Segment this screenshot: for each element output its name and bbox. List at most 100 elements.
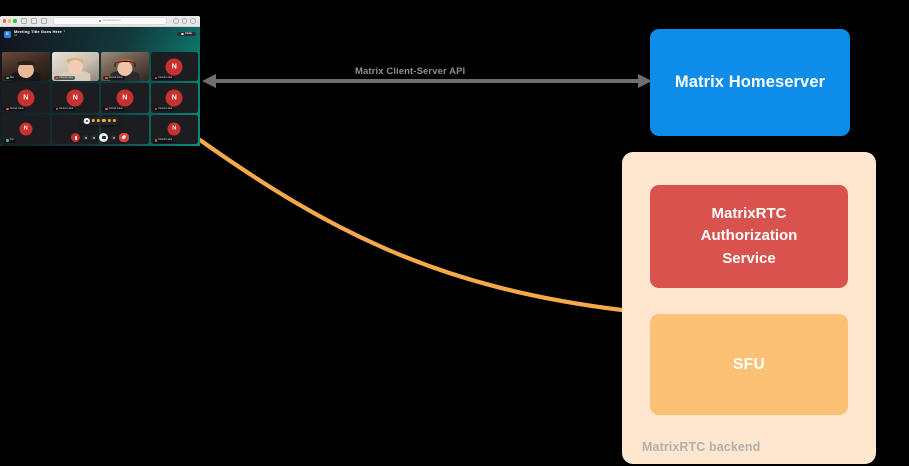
participant-tile[interactable]: Connor Lotus: [51, 52, 99, 82]
url-text: call.element.io: [102, 18, 121, 22]
avatar: [68, 59, 83, 74]
participant-name: You: [9, 139, 14, 142]
participant-tile[interactable]: N Connor Lotus: [51, 83, 99, 113]
participant-name: Connor Lotus: [158, 108, 173, 111]
avatar: [17, 60, 35, 65]
more-options-button[interactable]: [83, 135, 88, 140]
participant-grid: Dan Connor Lotus: [2, 52, 198, 144]
participant-tile[interactable]: N Connor Lotus: [101, 83, 149, 113]
auth-line-3: Service: [722, 249, 776, 267]
headset-icon: [114, 61, 136, 68]
microphone-muted-icon: [105, 76, 108, 80]
invite-label: Invite: [185, 31, 192, 35]
add-person-icon: [181, 32, 184, 36]
camera-button[interactable]: [99, 133, 108, 142]
avatar: N: [167, 122, 181, 136]
node-matrixrtc-authorization-service[interactable]: MatrixRTC Authorization Service: [650, 185, 848, 288]
more-options-button[interactable]: [111, 135, 116, 140]
back-arrow-icon[interactable]: [30, 18, 37, 24]
reaction-bar[interactable]: [80, 116, 120, 125]
screen-share-icon: [92, 136, 95, 139]
participant-name: Connor Lotus: [108, 76, 123, 79]
emoji-reaction-icon[interactable]: [91, 119, 95, 123]
zoom-window-icon[interactable]: [13, 19, 17, 23]
avatar: [60, 71, 90, 82]
auth-line-2: Authorization: [700, 227, 798, 245]
participant-name: Connor Lotus: [9, 108, 24, 111]
participant-nameplate: Connor Lotus: [152, 138, 175, 143]
participant-tile[interactable]: N Connor Lotus: [150, 52, 198, 82]
node-sfu[interactable]: SFU: [650, 314, 848, 415]
browser-chrome: call.element.io: [0, 16, 200, 27]
avatar: N: [165, 58, 183, 76]
emoji-reaction-icon[interactable]: [102, 119, 106, 123]
chevron-down-icon[interactable]: ▾: [63, 29, 66, 34]
participant-name: Dan: [9, 76, 14, 79]
microphone-muted-icon: [105, 107, 108, 111]
microphone-muted-icon: [55, 107, 59, 111]
arrowhead-left-icon: [202, 74, 216, 88]
share-icon[interactable]: [173, 18, 179, 24]
microphone-muted-icon: [154, 107, 158, 111]
participant-nameplate: Connor Lotus: [4, 107, 26, 112]
avatar: N: [19, 122, 33, 136]
participant-tile[interactable]: N Connor Lotus: [2, 83, 50, 113]
app-logo-icon: E: [4, 30, 11, 38]
invite-button[interactable]: Invite: [177, 31, 196, 37]
microphone-icon: [6, 139, 9, 142]
tabs-overview-icon[interactable]: [190, 18, 196, 24]
emoji-reaction-icon[interactable]: [96, 119, 101, 123]
meeting-info: Meeting Title Goes Here ▾ 12: [14, 28, 66, 38]
minimize-window-icon[interactable]: [8, 19, 12, 23]
participant-count: 12: [14, 34, 17, 38]
participant-nameplate: Connor Lotus: [103, 75, 125, 80]
address-bar[interactable]: call.element.io: [52, 17, 168, 25]
emoji-reaction-icon[interactable]: [113, 119, 117, 123]
participant-name: Connor Lotus: [158, 139, 173, 142]
microphone-button[interactable]: [71, 133, 80, 142]
node-label: Matrix Homeserver: [674, 73, 826, 91]
emoji-reaction-icon[interactable]: [107, 119, 111, 123]
participant-nameplate: Connor Lotus: [53, 107, 76, 112]
traffic-lights[interactable]: [3, 19, 17, 23]
close-window-icon[interactable]: [3, 19, 7, 23]
sidebar-toggle-icon[interactable]: [20, 18, 27, 24]
avatar: N: [116, 89, 134, 107]
participant-name: Connor Lotus: [158, 76, 173, 79]
ellipsis-icon: [112, 136, 115, 139]
participant-nameplate: Connor Lotus: [152, 75, 175, 80]
node-matrix-homeserver[interactable]: Matrix Homeserver: [650, 29, 850, 136]
avatar: N: [17, 89, 35, 107]
hangup-icon: [121, 135, 127, 140]
new-tab-icon[interactable]: [181, 18, 188, 24]
reaction-icon[interactable]: [83, 118, 90, 124]
camera-icon: [101, 136, 106, 139]
microphone-muted-icon: [55, 76, 59, 80]
app-header: E Meeting Title Goes Here ▾ 12 Invite: [0, 27, 200, 41]
participant-name: Connor Lotus: [59, 108, 74, 111]
participant-tile[interactable]: N You: [2, 114, 50, 144]
screen-share-button[interactable]: [91, 135, 96, 140]
microphone-icon: [74, 135, 77, 140]
group-matrixrtc-backend: MatrixRTC Authorization Service SFU Matr…: [622, 152, 876, 464]
meeting-title: Meeting Title Goes Here: [14, 28, 62, 34]
participant-tile[interactable]: Connor Lotus: [101, 52, 149, 82]
group-label: MatrixRTC backend: [642, 440, 761, 454]
participant-nameplate: Connor Lotus: [53, 75, 76, 80]
hangup-button[interactable]: [119, 133, 129, 142]
participant-tile[interactable]: N Connor Lotus: [150, 114, 198, 144]
client-server-api-label: Matrix Client-Server API: [355, 66, 466, 77]
microphone-icon: [6, 76, 9, 80]
participant-nameplate: Connor Lotus: [152, 107, 175, 112]
microphone-muted-icon: [154, 76, 158, 80]
video-stream: [2, 52, 50, 82]
participant-tile[interactable]: N Connor Lotus: [150, 83, 198, 113]
call-controls[interactable]: [71, 133, 129, 142]
participant-nameplate: Dan: [4, 75, 17, 80]
client-browser-window[interactable]: call.element.io E Meeting Title Goes Her…: [0, 16, 200, 146]
forward-arrow-icon[interactable]: [40, 18, 47, 24]
participant-tile[interactable]: Dan: [2, 52, 50, 82]
browser-toolbar-right[interactable]: [173, 18, 196, 24]
participant-name: Connor Lotus: [108, 108, 123, 111]
